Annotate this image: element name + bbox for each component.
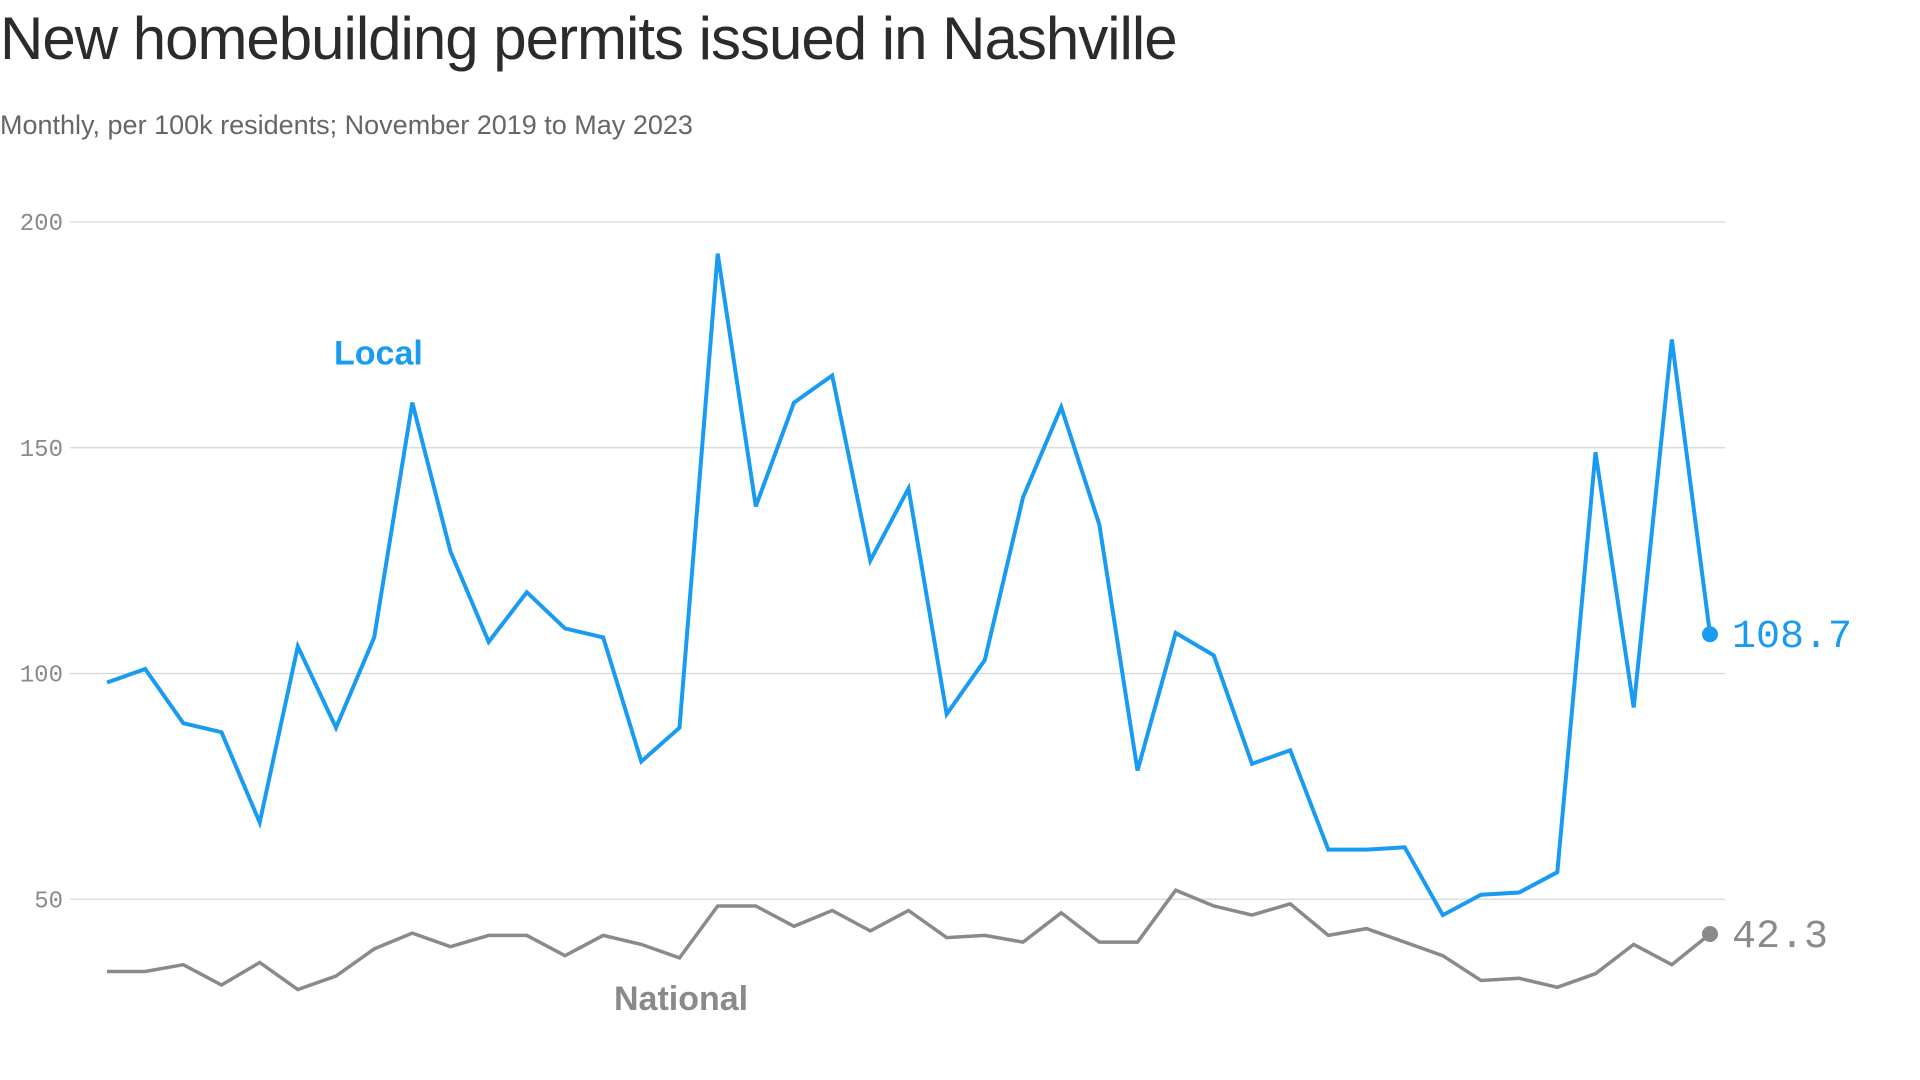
series-labels: 42.3 108.7 Local National	[334, 335, 1852, 1018]
end-value-label-national: 42.3	[1732, 915, 1828, 960]
series-label-national: National	[614, 980, 748, 1018]
series-line-national	[107, 888, 1712, 992]
end-marker-local	[1702, 626, 1718, 643]
end-marker-national	[1702, 926, 1718, 943]
end-value-label-local: 108.7	[1732, 615, 1852, 660]
y-tick-label-100: 100	[20, 663, 63, 690]
chart-title: New homebuilding permits issued in Nashv…	[0, 5, 1178, 72]
gridlines	[70, 221, 1725, 900]
chart-subtitle: Monthly, per 100k residents; November 20…	[0, 110, 693, 140]
series-line-local	[106, 253, 1712, 918]
y-axis-ticks: 50 100 150 200	[20, 211, 63, 915]
y-tick-label-50: 50	[34, 888, 63, 915]
y-tick-label-150: 150	[20, 437, 63, 464]
series-lines	[106, 253, 1718, 992]
y-tick-label-200: 200	[20, 211, 63, 238]
series-label-local: Local	[334, 335, 423, 373]
